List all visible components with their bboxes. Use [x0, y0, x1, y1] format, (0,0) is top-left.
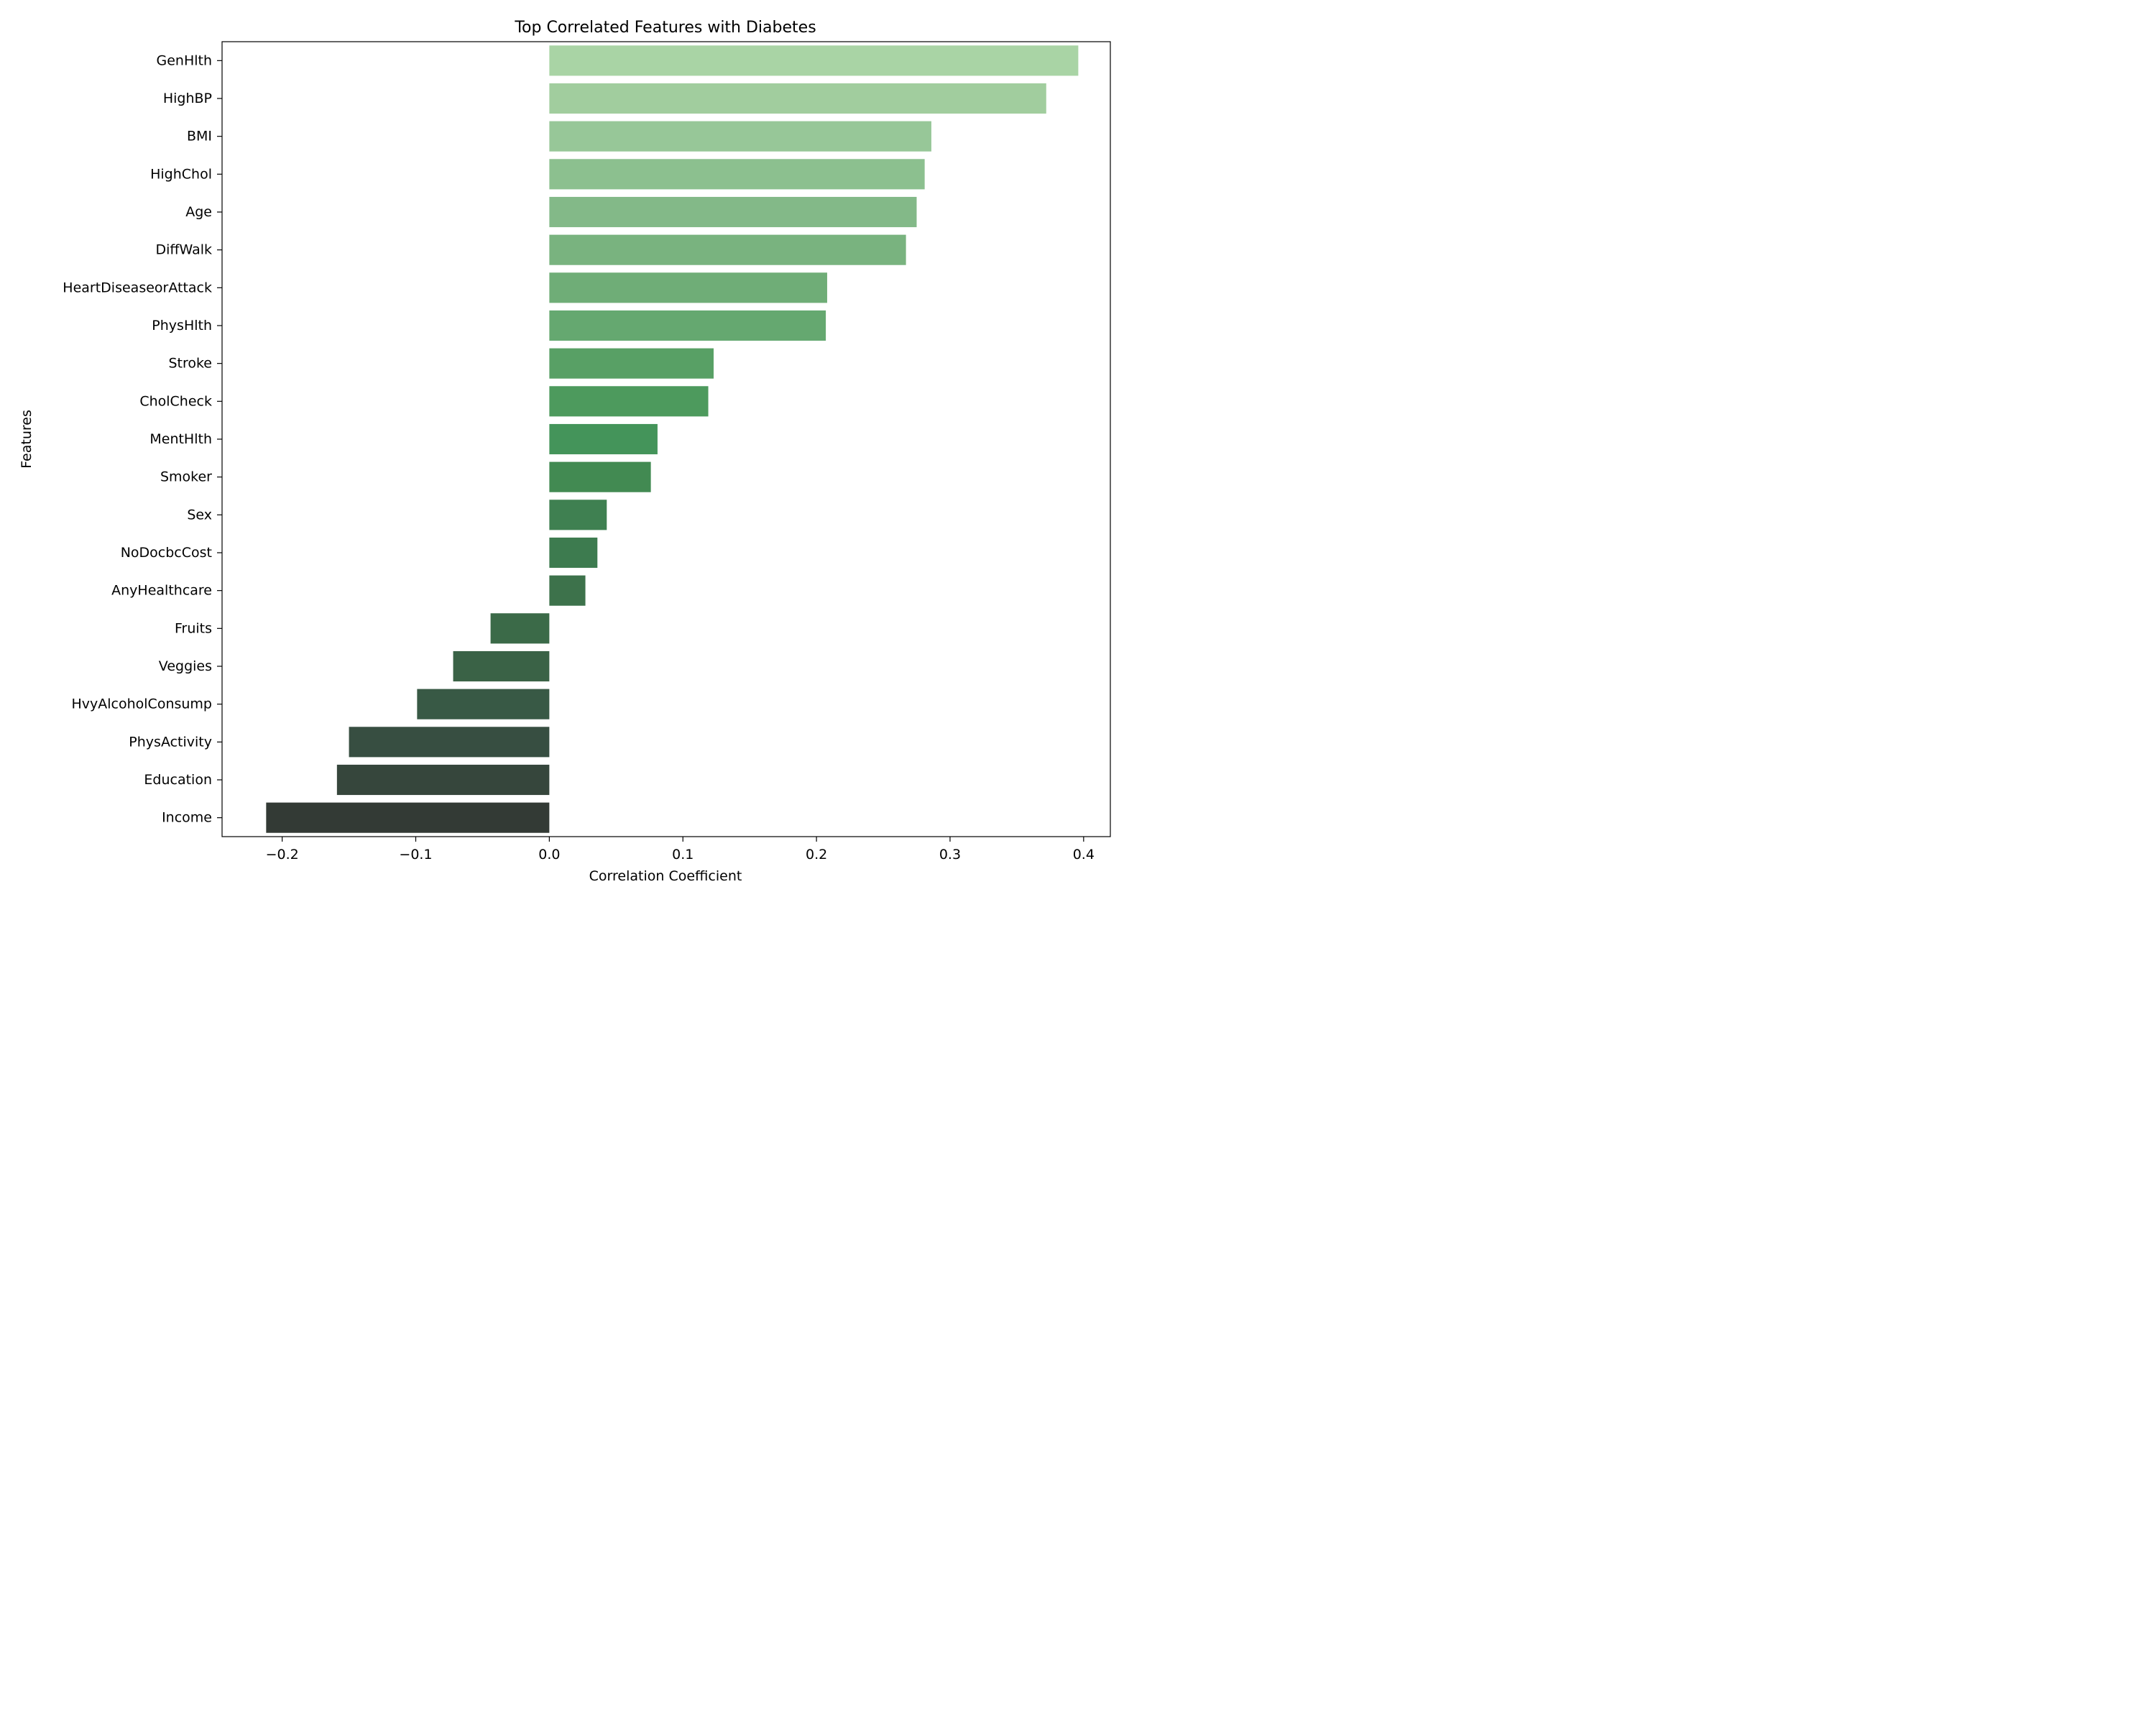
y-tick-label: Income — [162, 810, 212, 826]
bar-highbp — [549, 83, 1046, 114]
y-tick-label: HighChol — [150, 166, 212, 182]
bar-smoker — [549, 461, 651, 492]
y-tick-label: AnyHealthcare — [111, 583, 212, 599]
y-axis-ticks: GenHlth HighBP BMI HighChol Age DiffWalk Heart… — [63, 52, 222, 826]
chart-title: Top Correlated Features with Diabetes — [514, 19, 816, 37]
bar-heartdiseaseorattack — [549, 272, 827, 303]
bar-chart: Top Correlated Features with Diabetes Ge… — [19, 19, 1111, 884]
bar-highchol — [549, 159, 925, 190]
y-tick-label: BMI — [187, 129, 212, 144]
bar-education — [336, 764, 550, 796]
bar-hvyalcoholconsump — [417, 689, 550, 719]
x-tick-label: −0.1 — [399, 847, 432, 862]
bar-sex — [549, 500, 607, 530]
bar-diffwalk — [549, 234, 906, 265]
y-tick-label: Fruits — [175, 620, 212, 636]
plot-frame — [221, 41, 1111, 837]
bar-physhlth — [549, 310, 826, 341]
x-axis-label: Correlation Coefficient — [589, 868, 742, 884]
bar-cholcheck — [549, 386, 709, 417]
y-tick-label: HvyAlcoholConsump — [71, 696, 212, 712]
y-tick-label: HeartDiseaseorAttack — [63, 280, 212, 295]
bar-genhlth — [549, 45, 1079, 76]
y-tick-label: Education — [144, 772, 212, 788]
bar-fruits — [490, 613, 550, 644]
y-tick-label: NoDocbcCost — [121, 545, 212, 561]
y-tick-label: Age — [185, 204, 212, 220]
bar-menthlth — [549, 423, 658, 455]
bar-stroke — [549, 348, 714, 379]
y-tick-label: Sex — [187, 507, 212, 523]
y-tick-label: Veggies — [159, 658, 212, 674]
y-tick-label: PhysHlth — [152, 318, 212, 334]
x-tick-label: −0.2 — [266, 847, 299, 862]
y-tick-label: Stroke — [168, 356, 212, 372]
bar-veggies — [453, 650, 550, 682]
x-tick-label: 0.4 — [1073, 847, 1095, 862]
bar-physactivity — [349, 727, 550, 758]
y-tick-label: DiffWalk — [156, 242, 213, 258]
y-tick-label: MentHlth — [149, 431, 212, 447]
x-tick-label: 0.2 — [806, 847, 827, 862]
bar-anyhealthcare — [549, 575, 586, 606]
bar-age — [549, 196, 917, 228]
y-tick-label: GenHlth — [156, 52, 212, 68]
y-tick-label: Smoker — [160, 469, 212, 485]
x-axis-ticks: −0.2 −0.1 0.0 0.1 0.2 0.3 0.4 — [266, 837, 1095, 862]
x-tick-label: 0.0 — [538, 847, 560, 862]
bar-bmi — [549, 121, 931, 152]
x-tick-label: 0.3 — [939, 847, 961, 862]
y-tick-label: HighBP — [163, 91, 212, 106]
y-tick-label: PhysActivity — [129, 734, 212, 750]
bars-group — [266, 45, 1079, 833]
y-tick-label: CholCheck — [139, 393, 212, 409]
x-tick-label: 0.1 — [672, 847, 694, 862]
bar-income — [266, 802, 550, 833]
y-axis-label: Features — [19, 410, 34, 469]
bar-nodocbccost — [549, 537, 598, 569]
